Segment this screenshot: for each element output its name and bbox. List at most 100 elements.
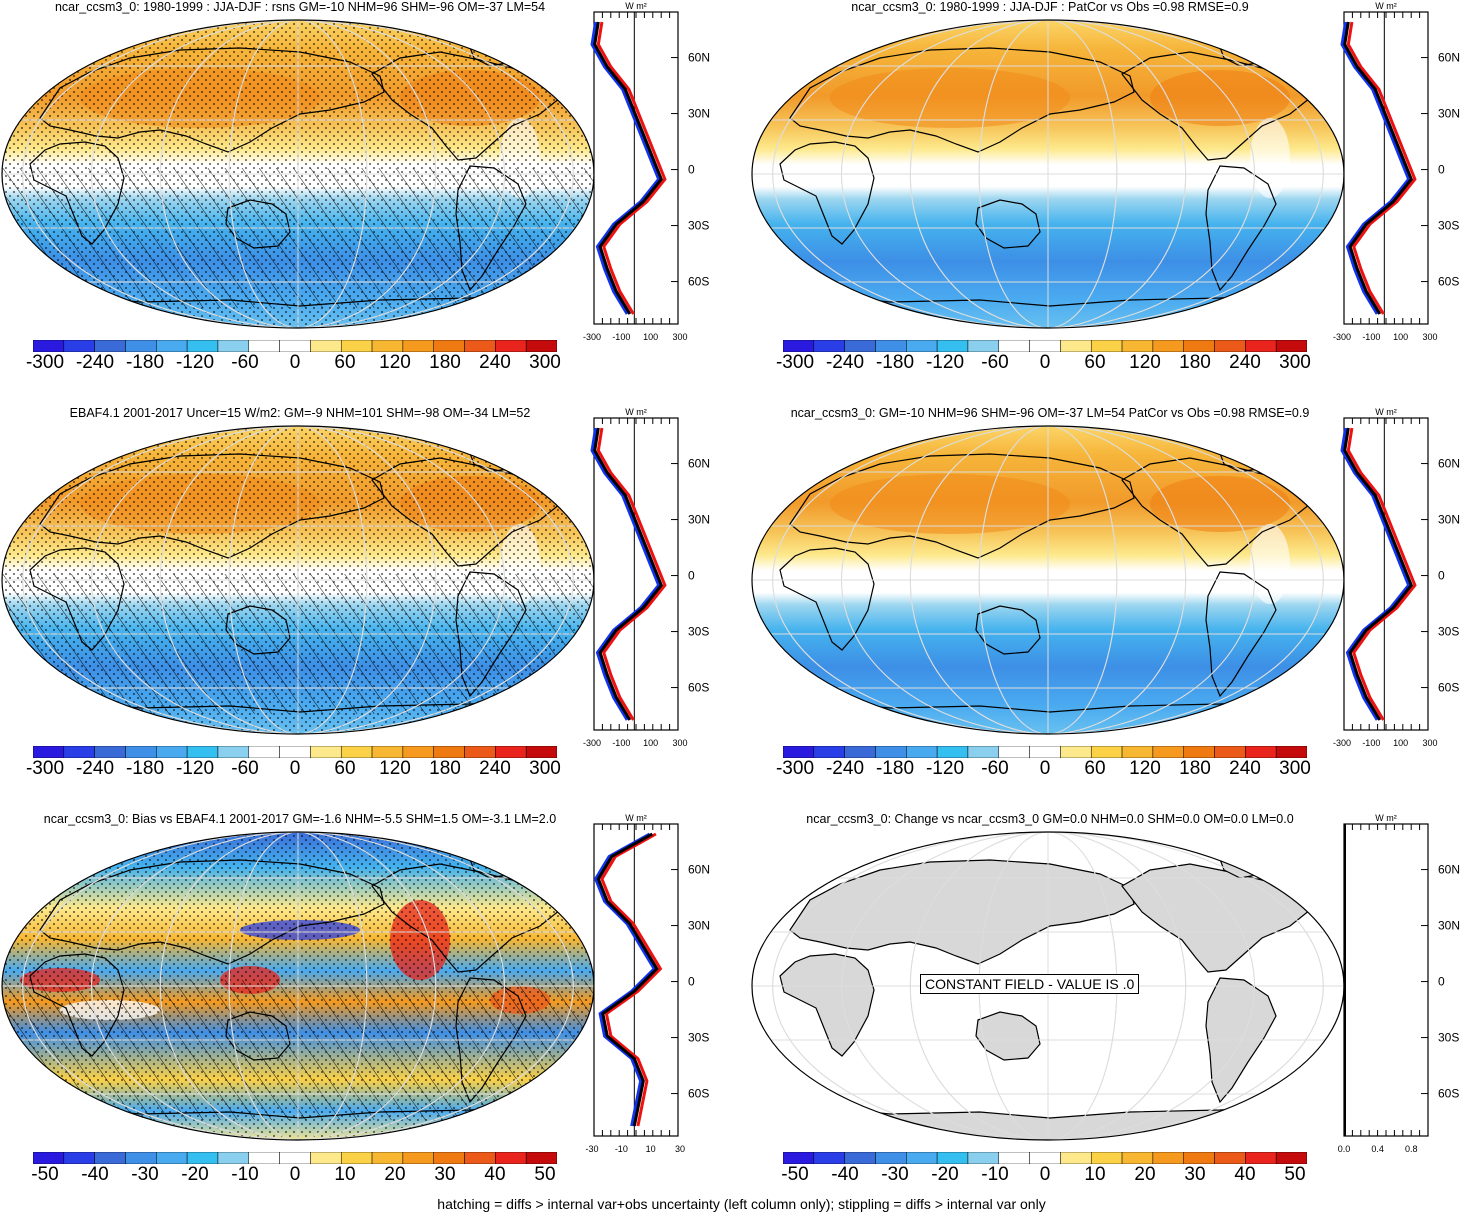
colorbar-swatch <box>402 746 434 758</box>
colorbar-swatch <box>906 746 938 758</box>
colorbar-label: 40 <box>1234 1164 1256 1185</box>
profile-xtick: 0.4 <box>1371 1144 1384 1154</box>
panel-title: ncar_ccsm3_0: 1980-1999 : JJA-DJF : PatC… <box>851 0 1249 14</box>
colorbar-label: 240 <box>479 352 511 373</box>
colorbar-label: 240 <box>1229 352 1261 373</box>
colorbar-swatch <box>783 340 815 352</box>
colorbar-swatch <box>1245 1152 1277 1164</box>
footnote: hatching = diffs > internal var+obs unce… <box>437 1196 1046 1212</box>
colorbar-swatch <box>63 340 95 352</box>
colorbar-swatch <box>998 1152 1030 1164</box>
colorbar-swatch <box>217 1152 250 1164</box>
colorbar-labels: -50 -40 -30 -20 -10 0 10 20 30 40 50 <box>31 1164 557 1190</box>
continent-africa <box>779 547 875 651</box>
profile-unit: W m² <box>625 407 647 417</box>
colorbar-swatch <box>1029 340 1061 352</box>
colorbar-swatch <box>967 340 1000 352</box>
colorbar-label: 300 <box>1279 352 1311 373</box>
colorbar-swatch <box>875 746 907 758</box>
colorbar-swatch <box>1183 340 1215 352</box>
colorbar-swatch <box>1121 1152 1154 1164</box>
colorbar <box>33 340 557 352</box>
profile-xtick: -300 <box>583 738 601 748</box>
continent-australia <box>975 199 1041 249</box>
map <box>751 19 1345 329</box>
profile-obs-line <box>1340 427 1411 721</box>
colorbar-swatch <box>1060 1152 1092 1164</box>
profile-xtick: -300 <box>583 332 601 342</box>
colorbar-swatch <box>217 746 250 758</box>
profile-xtick: -300 <box>1333 332 1351 342</box>
colorbar-label: 60 <box>1084 352 1106 373</box>
colorbar-swatch <box>875 340 907 352</box>
lat-label: 30S <box>688 625 709 639</box>
colorbar-swatch <box>1275 340 1307 352</box>
colorbar-swatch <box>967 1152 1000 1164</box>
profile-model-line <box>596 21 667 315</box>
colorbar-swatch <box>936 746 969 758</box>
map <box>751 425 1345 735</box>
colorbar-swatch <box>94 746 126 758</box>
colorbar-swatch <box>248 746 280 758</box>
colorbar-label: -40 <box>81 1164 109 1185</box>
colorbar <box>783 1152 1307 1164</box>
colorbar-swatch <box>936 1152 969 1164</box>
colorbar-label: -50 <box>31 1164 59 1185</box>
colorbar-label: 0 <box>1039 1164 1051 1185</box>
colorbar-swatch <box>1090 746 1123 758</box>
panel-title: ncar_ccsm3_0: Bias vs EBAF4.1 2001-2017 … <box>43 812 557 826</box>
colorbar-swatch <box>433 746 465 758</box>
profile-model-line <box>1346 21 1417 315</box>
colorbar-swatch <box>1245 340 1277 352</box>
continent-north-america <box>1121 457 1311 567</box>
colorbar-swatch <box>936 340 969 352</box>
lat-label: 30S <box>1438 219 1459 233</box>
colorbar-swatch <box>1090 340 1123 352</box>
colorbar-swatch <box>63 1152 95 1164</box>
profile-xtick: 10 <box>646 1144 656 1154</box>
colorbar-swatch <box>125 1152 157 1164</box>
colorbar-swatch <box>279 340 311 352</box>
profile-model-line <box>596 427 667 721</box>
colorbar-label: 180 <box>429 758 461 779</box>
colorbar-swatch <box>310 746 342 758</box>
profile-unit: W m² <box>1375 407 1397 417</box>
colorbar-swatch <box>495 1152 527 1164</box>
profile-xtick: 100 <box>1393 738 1408 748</box>
map <box>1 425 595 735</box>
colorbar-swatch <box>156 340 188 352</box>
profile-xtick: -10 <box>615 1144 628 1154</box>
lat-label: 60N <box>1438 863 1460 877</box>
colorbar-swatch <box>844 340 876 352</box>
colorbar-swatch <box>844 1152 876 1164</box>
colorbar-swatch <box>813 340 845 352</box>
profile-xtick: -100 <box>1362 332 1380 342</box>
colorbar-swatch <box>813 746 845 758</box>
colorbar-label: -60 <box>981 352 1009 373</box>
graticule <box>2 426 594 734</box>
colorbar-swatch <box>495 340 527 352</box>
colorbar-swatch <box>125 340 157 352</box>
colorbar-labels: -300 -240 -180 -120 -60 0 60 120 180 240 300 <box>776 352 1311 378</box>
colorbar-label: -300 <box>25 352 65 373</box>
colorbar-swatch <box>998 340 1030 352</box>
colorbar-swatch <box>1275 1152 1307 1164</box>
lat-label: 30N <box>688 107 710 121</box>
colorbar-swatch <box>1183 1152 1215 1164</box>
colorbar-label: -120 <box>925 758 965 779</box>
colorbar-label: -120 <box>175 758 215 779</box>
lat-label: 30N <box>1438 919 1460 933</box>
colorbar-swatch <box>340 746 373 758</box>
colorbar-swatch <box>248 340 280 352</box>
graticule <box>2 832 594 1140</box>
profile-xtick: 300 <box>672 332 687 342</box>
colorbar-swatch <box>402 340 434 352</box>
colorbar-label: -60 <box>231 352 259 373</box>
profile-xtick: 100 <box>643 332 658 342</box>
lat-label: 60S <box>1438 275 1459 289</box>
colorbar-label: 10 <box>1084 1164 1106 1185</box>
lat-label: 0 <box>1438 569 1445 583</box>
colorbar-label: 120 <box>1129 758 1161 779</box>
profile-mean-line <box>1343 21 1414 315</box>
lat-label: 60S <box>1438 1087 1459 1101</box>
